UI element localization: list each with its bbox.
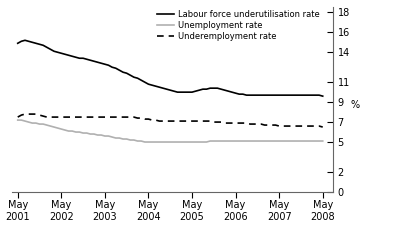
Underemployment rate bbox=[320, 125, 325, 128]
Unemployment rate bbox=[306, 139, 310, 142]
Labour force underutilisation rate bbox=[172, 90, 176, 93]
Labour force underutilisation rate bbox=[70, 55, 75, 58]
Unemployment rate bbox=[172, 140, 176, 143]
Labour force underutilisation rate bbox=[110, 66, 114, 69]
Y-axis label: %: % bbox=[351, 100, 360, 110]
Line: Underemployment rate: Underemployment rate bbox=[18, 114, 323, 127]
Underemployment rate bbox=[110, 116, 114, 119]
Underemployment rate bbox=[23, 113, 27, 116]
Unemployment rate bbox=[121, 138, 125, 140]
Unemployment rate bbox=[66, 130, 71, 133]
Unemployment rate bbox=[320, 139, 325, 142]
Underemployment rate bbox=[172, 120, 176, 123]
Legend: Labour force underutilisation rate, Unemployment rate, Underemployment rate: Labour force underutilisation rate, Unem… bbox=[157, 10, 320, 41]
Labour force underutilisation rate bbox=[124, 72, 129, 75]
Labour force underutilisation rate bbox=[306, 94, 310, 97]
Labour force underutilisation rate bbox=[23, 39, 27, 42]
Underemployment rate bbox=[124, 116, 129, 119]
Underemployment rate bbox=[70, 116, 75, 119]
Underemployment rate bbox=[306, 124, 310, 127]
Unemployment rate bbox=[106, 135, 111, 138]
Labour force underutilisation rate bbox=[114, 67, 118, 70]
Unemployment rate bbox=[143, 140, 147, 143]
Underemployment rate bbox=[114, 116, 118, 119]
Line: Labour force underutilisation rate: Labour force underutilisation rate bbox=[18, 40, 323, 96]
Labour force underutilisation rate bbox=[320, 95, 325, 98]
Unemployment rate bbox=[110, 136, 114, 138]
Line: Unemployment rate: Unemployment rate bbox=[18, 120, 323, 142]
Underemployment rate bbox=[15, 116, 20, 119]
Labour force underutilisation rate bbox=[15, 42, 20, 45]
Unemployment rate bbox=[15, 119, 20, 122]
